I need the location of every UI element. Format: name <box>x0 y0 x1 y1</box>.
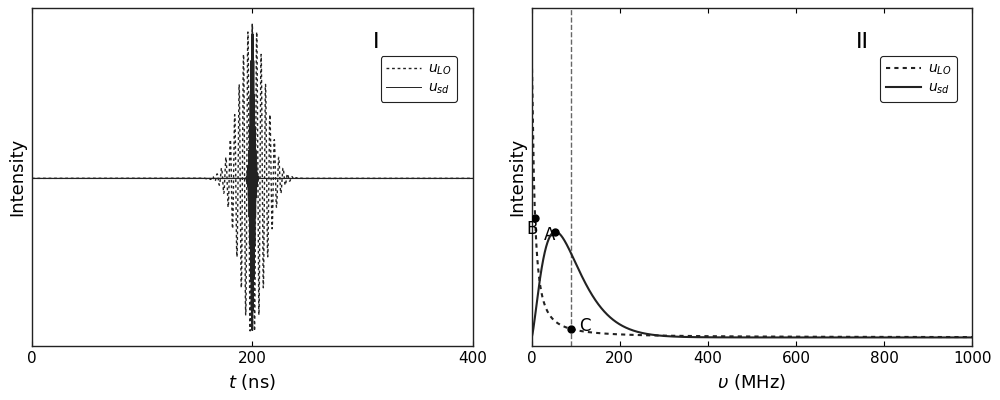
$u_{LO}$ <box>526 41 538 46</box>
$u_{sd}$ <box>136 176 148 181</box>
$u_{LO}$ <box>244 328 256 333</box>
Line: $u_{sd}$: $u_{sd}$ <box>32 24 473 330</box>
$u_{sd}$ <box>943 335 955 340</box>
$u_{sd}$ <box>544 234 556 239</box>
$u_{sd}$ <box>741 335 753 340</box>
$u_{LO}$ <box>136 176 148 181</box>
$u_{LO}$ <box>309 176 321 181</box>
$u_{LO}$ <box>246 21 258 26</box>
$u_{sd}$ <box>526 335 538 340</box>
Y-axis label: Intensity: Intensity <box>508 138 526 216</box>
$u_{sd}$ <box>467 176 479 181</box>
$u_{sd}$ <box>246 22 258 27</box>
Text: II: II <box>856 32 869 52</box>
Line: $u_{LO}$: $u_{LO}$ <box>532 44 972 337</box>
$u_{sd}$ <box>246 328 258 333</box>
$u_{sd}$ <box>966 335 978 340</box>
$u_{LO}$ <box>741 334 753 339</box>
$u_{LO}$ <box>552 321 564 326</box>
$u_{sd}$ <box>549 229 561 234</box>
Text: B: B <box>527 220 538 238</box>
$u_{sd}$ <box>293 176 305 181</box>
Legend: $u_{LO}$, $u_{sd}$: $u_{LO}$, $u_{sd}$ <box>880 56 957 102</box>
$u_{LO}$ <box>528 161 540 166</box>
$u_{sd}$ <box>234 176 246 181</box>
$u_{LO}$ <box>234 206 246 211</box>
Y-axis label: Intensity: Intensity <box>8 138 26 216</box>
Line: $u_{sd}$: $u_{sd}$ <box>532 232 972 338</box>
$u_{sd}$ <box>26 176 38 181</box>
$u_{sd}$ <box>612 321 624 326</box>
X-axis label: $t$ (ns): $t$ (ns) <box>228 372 276 392</box>
$u_{LO}$ <box>26 176 38 181</box>
$u_{sd}$ <box>342 176 354 181</box>
$u_{LO}$ <box>943 335 955 340</box>
$u_{LO}$ <box>544 313 556 318</box>
Text: I: I <box>373 32 379 52</box>
$u_{LO}$ <box>467 176 479 181</box>
Text: A: A <box>544 226 555 244</box>
Legend: $u_{LO}$, $u_{sd}$: $u_{LO}$, $u_{sd}$ <box>381 56 457 102</box>
Line: $u_{LO}$: $u_{LO}$ <box>32 24 473 331</box>
$u_{LO}$ <box>966 335 978 340</box>
$u_{sd}$ <box>528 325 540 330</box>
$u_{LO}$ <box>293 176 305 181</box>
$u_{sd}$ <box>309 176 321 181</box>
Text: C: C <box>579 317 591 335</box>
$u_{LO}$ <box>438 176 450 181</box>
$u_{LO}$ <box>342 176 354 181</box>
$u_{sd}$ <box>552 230 564 235</box>
$u_{sd}$ <box>438 176 450 181</box>
$u_{LO}$ <box>612 332 624 337</box>
X-axis label: $\upsilon$ (MHz): $\upsilon$ (MHz) <box>717 372 787 392</box>
